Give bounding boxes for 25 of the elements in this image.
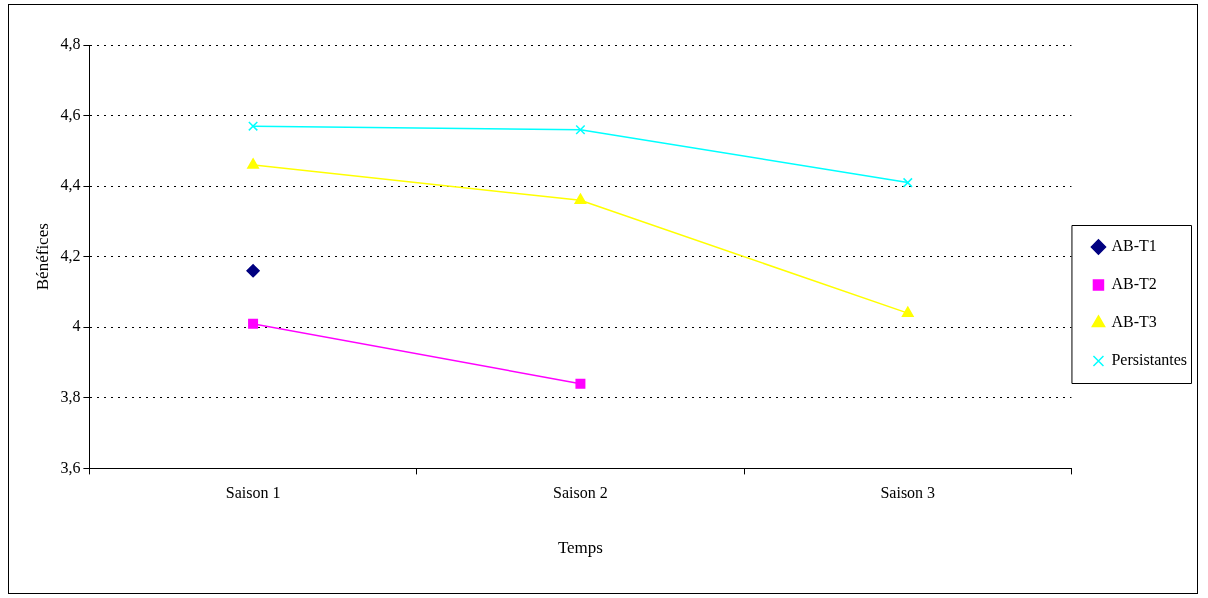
point (247, 158, 260, 169)
point (248, 121, 259, 132)
y-axis-title: Bénéfices (32, 223, 52, 291)
point (575, 124, 586, 135)
point (575, 378, 586, 389)
y-tick-label: 4,4 (60, 176, 81, 194)
x-tick-label: Saison 3 (880, 484, 936, 502)
point (902, 177, 913, 188)
legend-label: Persistantes (1111, 351, 1187, 369)
x-tick-label: Saison 2 (553, 484, 608, 502)
y-tick-label: 3,6 (60, 458, 81, 476)
point (248, 318, 259, 329)
x-tick-label: Saison 1 (225, 484, 281, 502)
x-axis-title: Temps (557, 538, 603, 558)
y-tick-label: 4,2 (60, 246, 81, 264)
legend-label: AB-T1 (1111, 237, 1157, 255)
point (246, 264, 260, 278)
y-tick-label: 4,6 (60, 105, 81, 123)
y-tick-label: 3,8 (60, 388, 81, 406)
point (901, 306, 914, 317)
legend-label: AB-T2 (1111, 275, 1157, 293)
y-tick-label: 4,8 (60, 35, 81, 53)
y-tick-label: 4 (72, 317, 81, 335)
legend-label: AB-T3 (1111, 313, 1157, 331)
point (574, 193, 587, 204)
